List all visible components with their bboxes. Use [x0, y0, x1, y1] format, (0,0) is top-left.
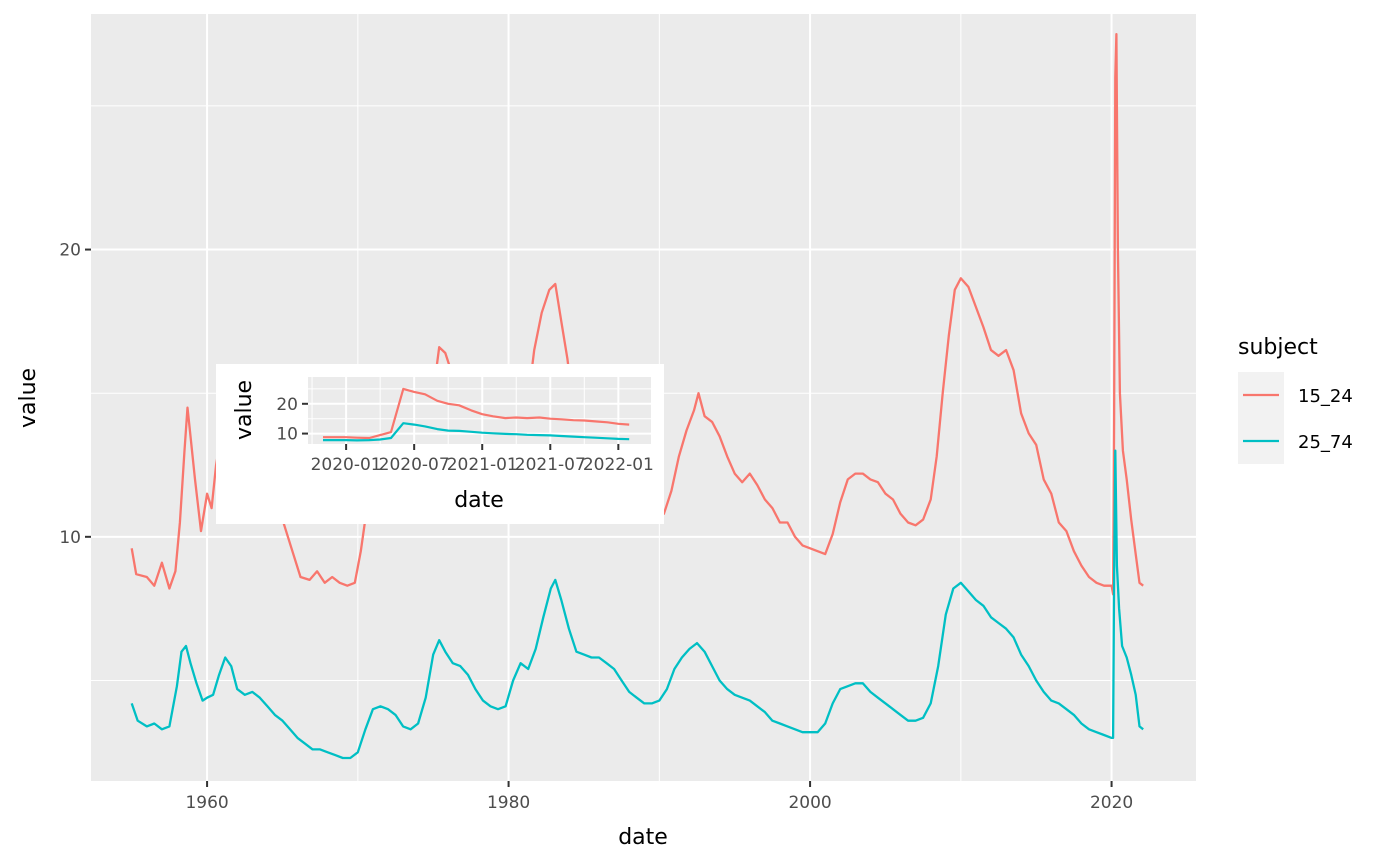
- inset-series-line-15_24: [323, 387, 630, 440]
- inset-y-tick-label: 20: [276, 395, 298, 415]
- legend-label-25_74: 25_74: [1298, 432, 1353, 453]
- inset-x-tick-label: 2020-07: [379, 455, 450, 475]
- main-y-tick-label: 10: [59, 528, 81, 548]
- legend: subject 15_24 25_74: [1238, 335, 1353, 464]
- main-x-tick-label: 2000: [788, 793, 831, 813]
- main-series-line-25_74: [130, 449, 1144, 760]
- main-x-tick-label: 1980: [487, 793, 530, 813]
- inset-y-tick-label: 10: [276, 425, 298, 445]
- main-y-tick-label: 20: [59, 241, 81, 261]
- inset-plot-panel: [308, 377, 651, 444]
- inset-y-axis-title: value: [232, 380, 257, 440]
- main-x-tick-label: 2020: [1090, 793, 1133, 813]
- main-x-tick-label: 1960: [185, 793, 228, 813]
- legend-title: subject: [1238, 335, 1318, 360]
- inset-x-tick-label: 2021-07: [515, 455, 586, 475]
- inset-y-axis: 10 20: [276, 395, 308, 445]
- inset-series-line-25_74: [323, 422, 630, 442]
- legend-label-15_24: 15_24: [1298, 386, 1353, 407]
- inset-x-tick-label: 2022-01: [583, 455, 654, 475]
- y-axis-title: value: [16, 368, 41, 428]
- inset-x-axis-title: date: [454, 488, 504, 513]
- main-y-axis: 10 20: [59, 241, 91, 548]
- inset-x-tick-label: 2021-01: [447, 455, 518, 475]
- main-x-axis: 1960 1980 2000 2020: [185, 781, 1133, 813]
- x-axis-title: date: [618, 825, 668, 850]
- inset-x-tick-label: 2020-01: [311, 455, 382, 475]
